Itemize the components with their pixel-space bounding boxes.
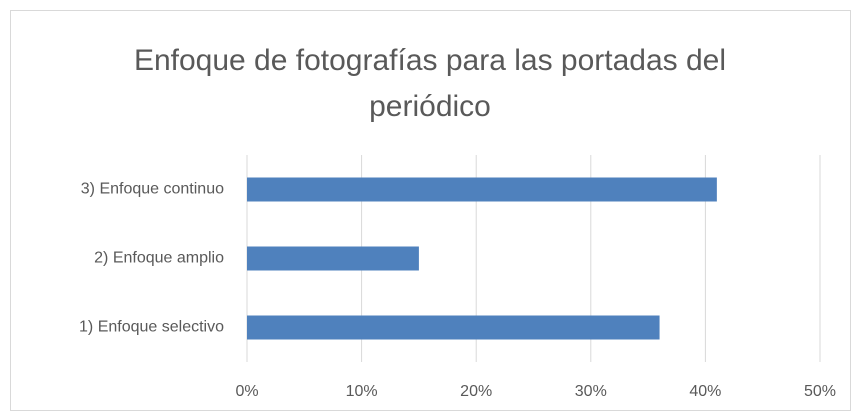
y-tick-label: 2) Enfoque amplio [94, 250, 224, 267]
y-tick-label: 1) Enfoque selectivo [79, 319, 224, 336]
bar [247, 177, 717, 202]
y-tick-label: 3) Enfoque continuo [81, 181, 224, 198]
x-tick-label: 50% [804, 383, 836, 400]
x-tick-label: 30% [575, 383, 607, 400]
x-tick-label: 40% [689, 383, 721, 400]
bar [247, 315, 660, 340]
x-tick-label: 10% [346, 383, 378, 400]
bar [247, 246, 419, 271]
chart-title: Enfoque de fotografías para las portadas… [133, 44, 727, 123]
chart-border [10, 10, 851, 411]
x-tick-label: 0% [235, 383, 258, 400]
x-tick-label: 20% [460, 383, 492, 400]
